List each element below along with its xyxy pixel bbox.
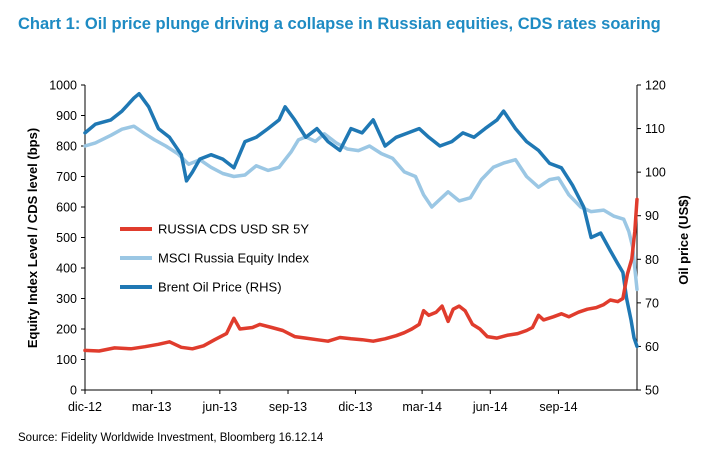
left-tick-label: 200 <box>56 323 77 337</box>
right-tick-label: 120 <box>645 79 666 93</box>
x-tick-label: sep-13 <box>269 400 307 414</box>
x-tick-label: mar-13 <box>132 400 172 414</box>
right-tick-label: 50 <box>645 384 659 398</box>
left-tick-label: 800 <box>56 140 77 154</box>
source-note: Source: Fidelity Worldwide Investment, B… <box>18 432 324 444</box>
series-line-0 <box>83 197 639 353</box>
series-line-2 <box>83 91 639 349</box>
left-tick-label: 900 <box>56 109 77 123</box>
x-axis: dic-12 mar-13 jun-13 sep-13 dic-13 mar-14 jun-… <box>68 389 637 414</box>
left-tick-label: 100 <box>56 353 77 367</box>
left-tick-label: 500 <box>56 231 77 245</box>
x-tick-label: jun-14 <box>472 400 508 414</box>
left-tick-label: 1000 <box>49 79 77 93</box>
right-tick-label: 90 <box>645 209 659 223</box>
right-tick-label: 100 <box>645 166 666 180</box>
legend-label: Brent Oil Price (RHS) <box>158 280 282 295</box>
right-axis: 50 60 70 80 90 100 110 120 <box>636 79 666 398</box>
right-tick-label: 60 <box>645 340 659 354</box>
series-line-1 <box>83 124 639 292</box>
right-tick-label: 80 <box>645 253 659 267</box>
series-layer <box>83 91 639 353</box>
x-tick-label: dic-12 <box>68 400 102 414</box>
legend: RUSSIA CDS USD SR 5Y MSCI Russia Equity I… <box>120 222 310 295</box>
right-tick-label: 70 <box>645 296 659 310</box>
legend-label: RUSSIA CDS USD SR 5Y <box>158 222 309 237</box>
legend-label: MSCI Russia Equity Index <box>158 251 310 266</box>
right-tick-label: 110 <box>645 122 665 136</box>
x-tick-label: dic-13 <box>338 400 372 414</box>
y-axis-title: Equity Index Level / CDS level (bps) <box>25 128 40 348</box>
left-tick-label: 300 <box>56 292 77 306</box>
x-tick-label: mar-14 <box>402 400 442 414</box>
chart-title: Chart 1: Oil price plunge driving a coll… <box>18 15 661 33</box>
left-tick-label: 0 <box>70 384 77 398</box>
x-tick-label: jun-13 <box>201 400 237 414</box>
left-axis: 0 100 200 300 400 500 600 700 800 900 1000 <box>49 79 86 398</box>
y2-axis-title: Oil price (US$) <box>676 195 691 285</box>
x-tick-label: sep-14 <box>539 400 577 414</box>
left-tick-label: 700 <box>56 170 77 184</box>
left-tick-label: 600 <box>56 201 77 215</box>
left-tick-label: 400 <box>56 262 77 276</box>
